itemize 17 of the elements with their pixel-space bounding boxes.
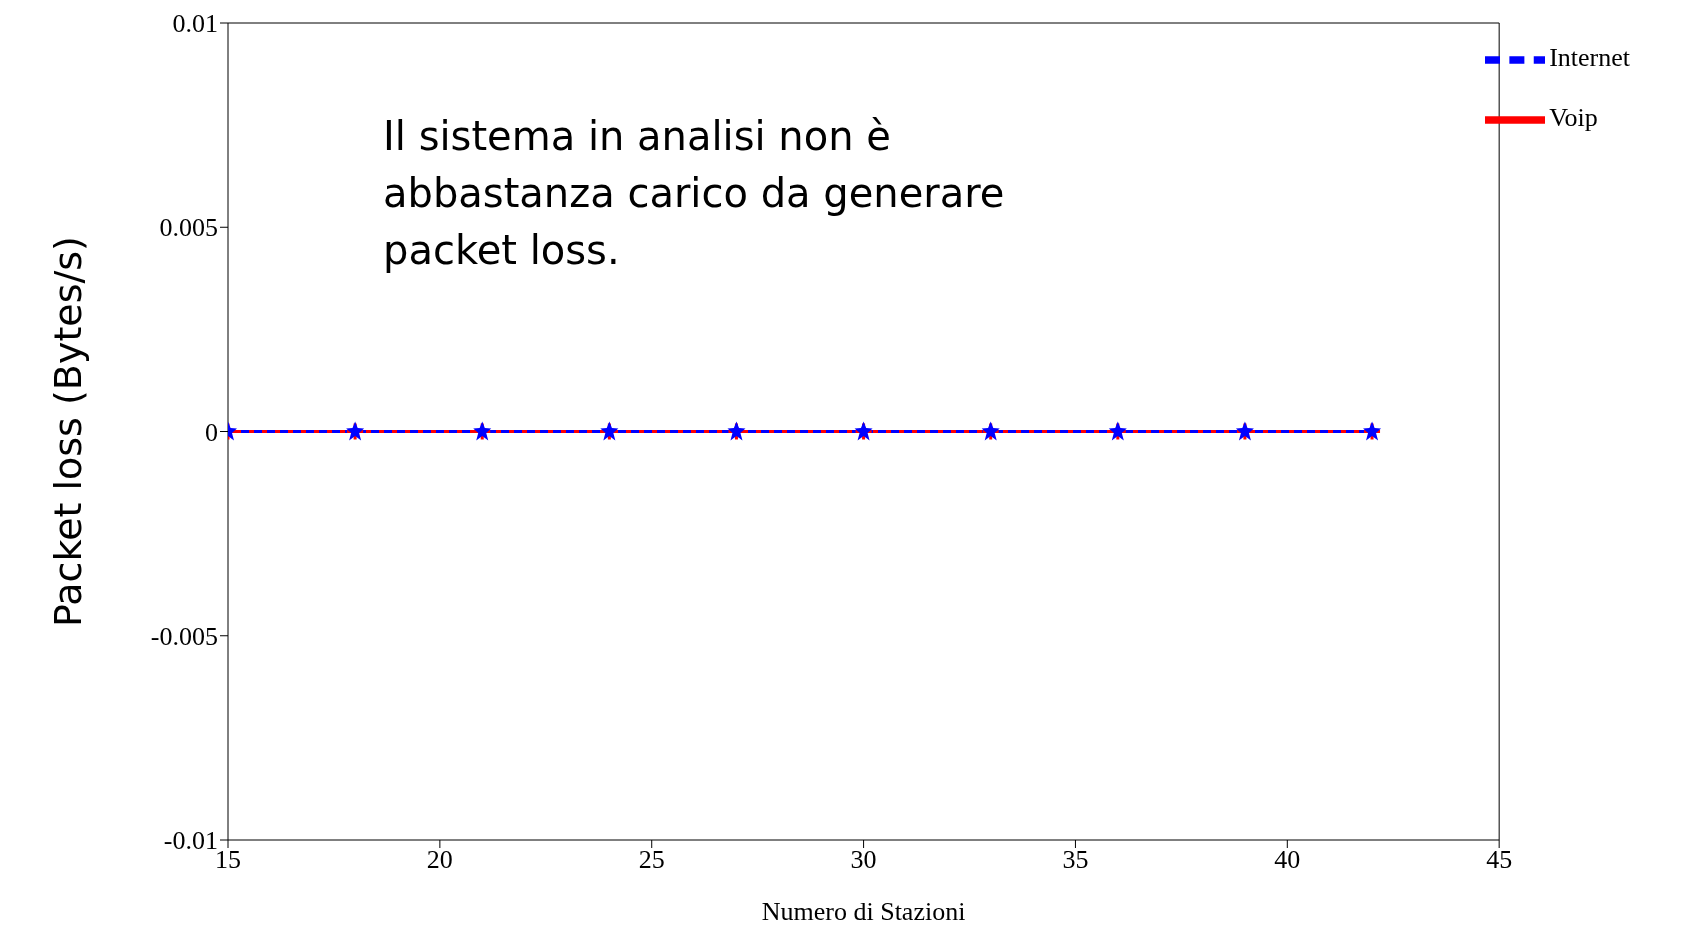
y-tick-label: -0.01	[163, 826, 218, 856]
x-tick-label: 15	[215, 845, 241, 875]
x-tick-label: 45	[1486, 845, 1513, 875]
x-tick-label: 30	[850, 845, 877, 875]
legend-label: Internet	[1549, 42, 1630, 72]
y-tick-label: -0.005	[150, 621, 218, 651]
legend-label: Voip	[1549, 102, 1598, 132]
x-tick-label: 25	[638, 845, 665, 875]
x-tick-label: 20	[426, 845, 453, 875]
y-tick-label: 0	[205, 417, 218, 447]
y-tick-label: 0.01	[172, 9, 218, 39]
x-tick-label: 35	[1062, 845, 1089, 875]
y-axis-title: Packet loss (Bytes/s)	[46, 236, 91, 627]
annotation: Il sistema in analisi non è abbastanza carico da generare packet loss.	[383, 112, 1006, 275]
y-tick-label: 0.005	[159, 213, 218, 243]
x-tick-label: 40	[1274, 845, 1301, 875]
x-axis-title: Numero di Stazioni	[761, 897, 966, 926]
